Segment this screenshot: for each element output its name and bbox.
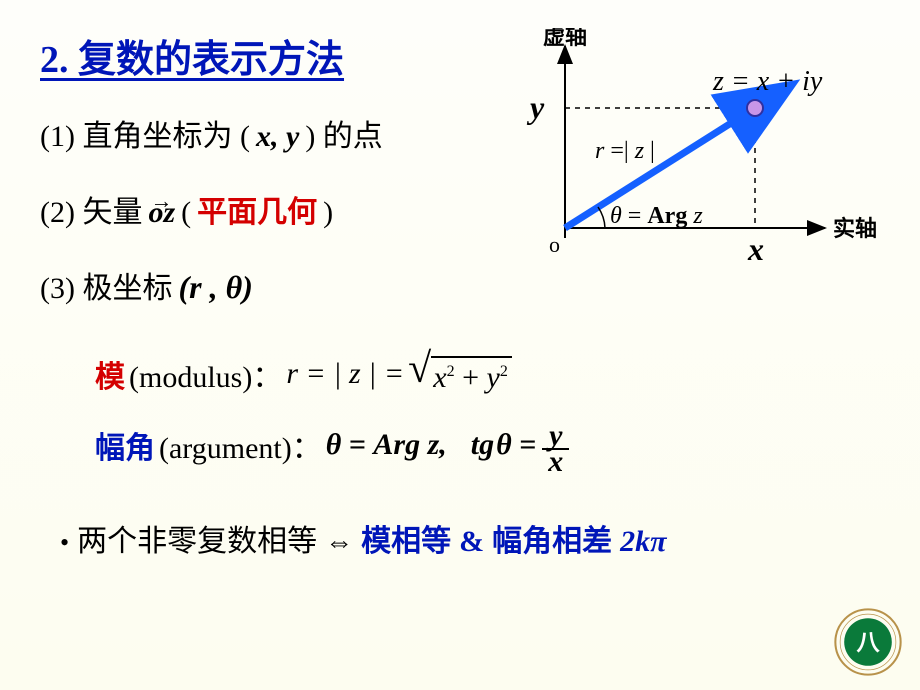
arg-theta-eq: θ = Arg z,: [326, 428, 447, 462]
sqrt-expression: √ x2 + y2: [408, 356, 512, 392]
argument-en: (argument)：: [159, 423, 322, 467]
item-1-xy: x, y: [256, 120, 299, 154]
modulus-en: (modulus)：: [129, 352, 282, 396]
note-row: • 两个非零复数相等 ⇔ 模相等 & 幅角相差 2kπ: [60, 516, 667, 560]
origin-label: o: [549, 232, 560, 257]
sqrt-x-sq: 2: [447, 363, 455, 380]
sqrt-icon: √: [408, 354, 431, 384]
theta-eq-label: θ = Arg z: [610, 203, 703, 229]
modulus-row: 模 (modulus)： r = | z | = √ x2 + y2: [95, 352, 512, 396]
x-label: x: [747, 231, 764, 267]
item-3-pre: (3) 极坐标: [40, 263, 172, 307]
note-t2b: 幅角相差: [492, 516, 612, 560]
point-z: [747, 100, 763, 116]
iff-icon: ⇔: [325, 527, 353, 559]
sqrt-body: x2 + y2: [431, 356, 512, 392]
item-2-red: 平面几何: [197, 187, 317, 231]
sqrt-plus: +: [455, 361, 487, 394]
y-label: y: [526, 89, 545, 125]
modulus-label: 模: [95, 352, 125, 396]
note-amp: &: [459, 525, 484, 559]
item-2-open: (: [181, 196, 191, 230]
sqrt-x: x: [433, 361, 446, 394]
arg-theta2: θ =: [496, 428, 536, 462]
vector-arrow-icon: →: [150, 188, 172, 214]
modulus-lhs: r = | z | =: [286, 357, 404, 391]
r-eq-label: r =| z |: [595, 138, 655, 164]
fraction-y-over-x: y x: [542, 424, 569, 474]
imag-axis-label: 虚轴: [543, 28, 587, 49]
note-2kpi: 2kπ: [620, 525, 666, 559]
z-label: z = x + iy: [712, 66, 823, 97]
argument-eq1: θ = Arg z, tg θ = y x: [326, 420, 570, 470]
item-1-post: ) 的点: [305, 111, 383, 155]
arg-tg: tg: [471, 428, 494, 462]
note-t2a: 模相等: [361, 516, 451, 560]
modulus-eq: r = | z | = √ x2 + y2: [286, 356, 511, 392]
item-2-close: ): [323, 196, 333, 230]
sqrt-y-sq: 2: [500, 363, 508, 380]
sqrt-y: y: [486, 361, 499, 394]
university-logo: 八: [834, 608, 902, 676]
bullet-icon: •: [60, 528, 69, 558]
logo-symbol: 八: [856, 630, 880, 656]
frac-bot: x: [542, 450, 569, 474]
item-2-pre: (2) 矢量: [40, 187, 142, 231]
argument-label: 幅角: [95, 423, 155, 467]
item-1-pre: (1) 直角坐标为 (: [40, 111, 250, 155]
real-axis-label: 实轴: [833, 216, 877, 241]
argument-row: 幅角 (argument)： θ = Arg z, tg θ = y x: [95, 420, 569, 470]
vector-oz: → oz: [148, 196, 175, 230]
complex-plane-diagram: 虚轴 实轴 z = x + iy y x o r =| z | θ = Arg …: [475, 28, 895, 278]
note-t1: 两个非零复数相等: [77, 516, 317, 560]
item-3-paren: (r , θ): [178, 269, 252, 306]
